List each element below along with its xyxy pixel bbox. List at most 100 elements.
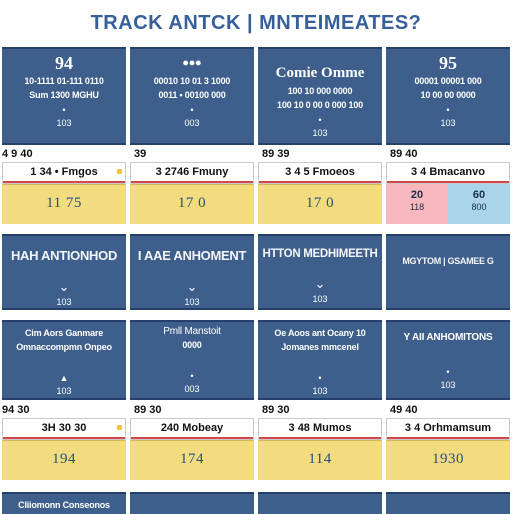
- card-title: Comie Omme: [275, 65, 365, 81]
- card-label: MGYTOM | GSAMEE G: [402, 256, 494, 266]
- dot-icon: •: [62, 105, 66, 115]
- card-3-value: 17 0: [258, 184, 382, 224]
- metric-label: 3 48 Mumos: [288, 422, 352, 434]
- card-number: 103: [56, 118, 72, 128]
- card-3-metric: 3 4 5 Fmoeos: [258, 162, 382, 184]
- value-subtext: 800: [471, 202, 487, 212]
- card-4-range: 89 40: [390, 148, 418, 160]
- card-number: 003: [184, 118, 200, 128]
- card-12-range: 49 40: [390, 404, 418, 416]
- card-15-header[interactable]: [258, 492, 382, 514]
- metric-label: 3H 30 30: [41, 422, 87, 434]
- card-6-header[interactable]: I AAE ANHOMENT ⌄ 103: [130, 234, 254, 310]
- card-number: 103: [440, 380, 456, 390]
- progress-bar: [131, 437, 253, 439]
- chevron-down-icon[interactable]: ⌄: [58, 279, 70, 294]
- card-4-value-left: 20 118: [386, 184, 448, 224]
- card-number: 003: [184, 384, 200, 394]
- dot-icon: •: [446, 105, 450, 115]
- card-7-header[interactable]: HTTON MEDHIMEETH ⌄ 103: [258, 234, 382, 310]
- value-text: 1930: [432, 451, 464, 467]
- card-subtitle: 00010 10 01 3 1000: [153, 76, 231, 86]
- card-subtitle-2: Sum 1300 MGHU: [29, 90, 99, 100]
- dot-icon: •: [446, 367, 450, 377]
- card-label: I AAE ANHOMENT: [137, 248, 247, 263]
- card-title: Oe Aoos ant Ocany 10: [274, 328, 366, 338]
- progress-bar: [259, 437, 381, 439]
- status-marker-icon: [117, 169, 122, 174]
- progress-bar: [3, 181, 125, 183]
- card-1-metric: 1 34 • Fmgos: [2, 162, 126, 184]
- triangle-icon: ▲: [59, 373, 69, 383]
- card-8-header[interactable]: MGYTOM | GSAMEE G: [386, 234, 510, 310]
- card-5-header[interactable]: HAH ANTIONHOD ⌄ 103: [2, 234, 126, 310]
- card-12-metric: 3 4 Orhmamsum: [386, 418, 510, 440]
- value-subtext: 118: [409, 202, 425, 212]
- card-subtitle: Omnaccompmn Onpeo: [16, 342, 112, 352]
- card-1-header[interactable]: 94 10-1111 01-111 0110 Sum 1300 MGHU • 1…: [2, 47, 126, 145]
- metric-label: 3 4 5 Fmoeos: [285, 166, 355, 178]
- progress-bar: [387, 437, 509, 439]
- chevron-down-icon[interactable]: ⌄: [186, 279, 198, 294]
- card-number: 103: [312, 294, 328, 304]
- card-3-range: 89 39: [262, 148, 290, 160]
- metric-label: 240 Mobeay: [160, 422, 224, 434]
- card-12-header[interactable]: Y AII ANHOMITONS • 103: [386, 320, 510, 400]
- card-title: •••: [182, 53, 202, 73]
- card-subtitle: 00001 00001 000: [414, 76, 482, 86]
- card-11-range: 89 30: [262, 404, 290, 416]
- card-title: Cliiomonn Conseonos: [18, 500, 110, 510]
- value-text: 20: [410, 189, 424, 201]
- card-10-range: 89 30: [134, 404, 162, 416]
- card-subtitle-2: 0011 • 00100 000: [158, 90, 226, 100]
- card-subtitle: 10-1111 01-111 0110: [24, 76, 104, 86]
- card-11-header[interactable]: Oe Aoos ant Ocany 10 Jomanes mmcenel • 1…: [258, 320, 382, 400]
- card-14-header[interactable]: [130, 492, 254, 514]
- card-subtitle-2: 10 00 00 0000: [420, 90, 476, 100]
- card-9-metric: 3H 30 30: [2, 418, 126, 440]
- card-9-header[interactable]: Cim Aors Ganmare Omnaccompmn Onpeo ▲ 103: [2, 320, 126, 400]
- card-number: 103: [312, 128, 328, 138]
- dot-icon: •: [318, 373, 322, 383]
- card-number: 103: [56, 386, 72, 396]
- card-4-value-right: 60 800: [448, 184, 510, 224]
- metric-label: 3 4 Orhmamsum: [404, 422, 492, 434]
- card-title: Pmll Manstoit: [163, 326, 221, 337]
- metric-label: 3 2746 Fmuny: [155, 166, 229, 178]
- card-label: HTTON MEDHIMEETH: [262, 248, 378, 260]
- card-label: HAH ANTIONHOD: [10, 248, 118, 263]
- value-text: 174: [180, 451, 204, 467]
- card-title: Cim Aors Ganmare: [25, 328, 103, 338]
- card-number: 103: [312, 386, 328, 396]
- page-title: TRACK ANTCK | MNTEIMEATES?: [90, 12, 422, 34]
- card-2-header[interactable]: ••• 00010 10 01 3 1000 0011 • 00100 000 …: [130, 47, 254, 145]
- card-13-header[interactable]: Cliiomonn Conseonos: [2, 492, 126, 514]
- card-3-header[interactable]: Comie Omme 100 10 000 0000 100 10 0 00 0…: [258, 47, 382, 145]
- dot-icon: •: [190, 371, 194, 381]
- value-text: 60: [472, 189, 486, 201]
- dot-icon: •: [190, 105, 194, 115]
- card-16-header[interactable]: [386, 492, 510, 514]
- card-subtitle: Jomanes mmcenel: [281, 342, 359, 352]
- value-text: 114: [308, 451, 332, 467]
- dot-icon: •: [318, 115, 322, 125]
- card-10-header[interactable]: Pmll Manstoit 0000 • 003: [130, 320, 254, 400]
- progress-bar: [259, 181, 381, 183]
- progress-bar: [131, 181, 253, 183]
- status-marker-icon: [117, 425, 122, 430]
- card-subtitle-2: 100 10 0 00 0 000 100: [277, 100, 363, 110]
- metric-label: 3 4 Bmacanvo: [411, 166, 485, 178]
- card-2-metric: 3 2746 Fmuny: [130, 162, 254, 184]
- card-number: 103: [56, 297, 72, 307]
- card-subtitle: 100 10 000 0000: [287, 86, 353, 96]
- chevron-down-icon[interactable]: ⌄: [314, 276, 326, 291]
- card-4-metric: 3 4 Bmacanvo: [386, 162, 510, 184]
- card-number: 103: [440, 118, 456, 128]
- card-title: 94: [55, 53, 73, 73]
- card-11-metric: 3 48 Mumos: [258, 418, 382, 440]
- card-10-metric: 240 Mobeay: [130, 418, 254, 440]
- card-4-header[interactable]: 95 00001 00001 000 10 00 00 0000 • 103: [386, 47, 510, 145]
- value-text: 194: [52, 451, 76, 467]
- card-12-value: 1930: [386, 440, 510, 480]
- card-10-value: 174: [130, 440, 254, 480]
